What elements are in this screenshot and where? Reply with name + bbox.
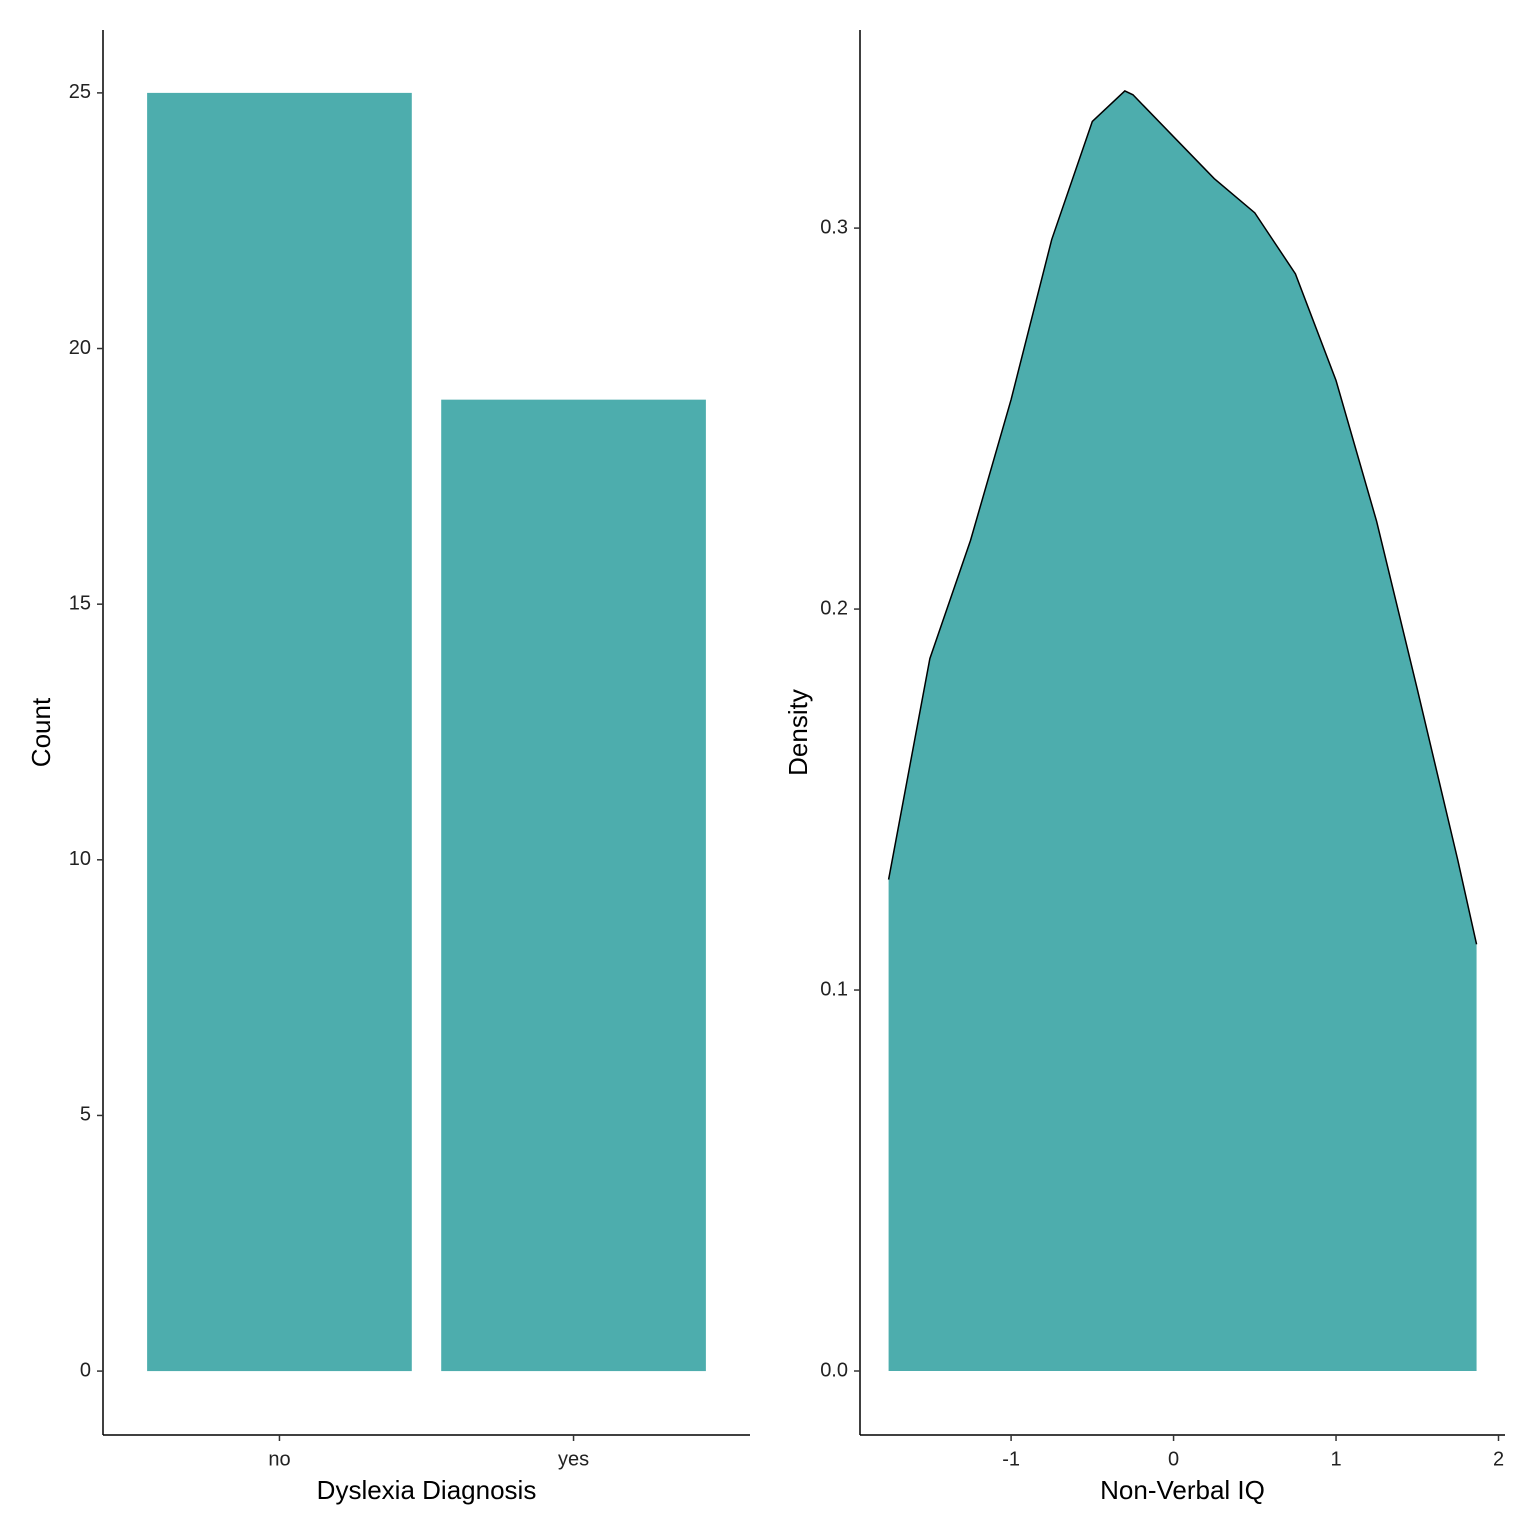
x-tick-label: -1 bbox=[1002, 1448, 1020, 1470]
y-tick-label: 0.1 bbox=[820, 978, 848, 1000]
y-tick-label: 5 bbox=[80, 1104, 91, 1126]
x-tick-label: yes bbox=[558, 1448, 589, 1470]
y-tick-label: 15 bbox=[69, 592, 91, 614]
y-tick-label: 0.2 bbox=[820, 597, 848, 619]
y-axis-title: Density bbox=[783, 689, 813, 776]
y-tick-label: 0 bbox=[80, 1359, 91, 1381]
x-tick-label: 2 bbox=[1493, 1448, 1504, 1470]
y-axis-title: Count bbox=[26, 697, 56, 767]
bar bbox=[441, 399, 706, 1372]
bar bbox=[147, 92, 412, 1372]
density-line bbox=[887, 90, 1478, 945]
y-tick-label: 20 bbox=[69, 337, 91, 359]
x-tick-label: no bbox=[268, 1448, 290, 1470]
x-axis-title: Non-Verbal IQ bbox=[1100, 1475, 1265, 1505]
y-tick-label: 10 bbox=[69, 848, 91, 870]
density-area bbox=[888, 90, 1477, 1371]
x-tick-label: 1 bbox=[1330, 1448, 1341, 1470]
y-tick-label: 0.3 bbox=[820, 216, 848, 238]
x-tick-label: 0 bbox=[1168, 1448, 1179, 1470]
y-tick-label: 0.0 bbox=[820, 1359, 848, 1381]
y-tick-label: 25 bbox=[69, 81, 91, 103]
x-axis-title: Dyslexia Diagnosis bbox=[317, 1475, 537, 1505]
